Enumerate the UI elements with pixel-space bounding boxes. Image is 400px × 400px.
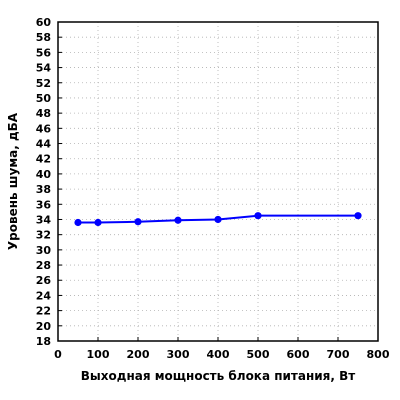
y-tick-label: 38 <box>36 183 51 196</box>
data-point <box>214 215 222 224</box>
x-axis-label: Выходная мощность блока питания, Вт <box>81 369 356 383</box>
y-tick-label: 58 <box>36 31 51 44</box>
x-axis: 0 100 200 300 400 500 600 700 800 <box>54 337 390 361</box>
y-tick-label: 40 <box>36 168 52 181</box>
y-tick-label: 32 <box>36 229 51 242</box>
series <box>74 212 362 227</box>
plot-frame <box>57 21 379 342</box>
data-point <box>94 218 102 227</box>
x-tick-label: 800 <box>367 348 390 361</box>
y-tick-label: 22 <box>36 305 51 318</box>
y-tick-label: 60 <box>36 16 52 29</box>
x-tick-label: 0 <box>54 348 62 361</box>
x-tick-label: 500 <box>247 348 270 361</box>
y-tick-label: 26 <box>36 274 52 287</box>
y-tick-label: 46 <box>36 122 52 135</box>
y-axis: 18 20 22 24 26 28 30 32 34 36 38 40 42 44 46 48 50 52 54 56… <box>36 16 62 348</box>
y-tick-label: 34 <box>36 213 52 226</box>
data-point <box>134 218 142 226</box>
y-tick-label: 52 <box>36 77 51 90</box>
data-point <box>354 212 362 220</box>
y-tick-label: 24 <box>36 289 52 302</box>
y-tick-label: 44 <box>36 138 52 151</box>
y-tick-label: 20 <box>36 320 52 333</box>
y-tick-label: 18 <box>36 335 51 348</box>
data-point <box>254 212 262 220</box>
y-tick-label: 42 <box>36 153 51 166</box>
data-point <box>74 218 82 227</box>
x-tick-label: 300 <box>167 348 190 361</box>
y-tick-label: 54 <box>36 62 52 75</box>
x-tick-label: 400 <box>207 348 230 361</box>
y-tick-label: 30 <box>36 244 52 257</box>
x-tick-label: 600 <box>287 348 310 361</box>
y-axis-label: Уровень шума, дБА <box>6 112 20 250</box>
y-tick-label: 56 <box>36 46 52 59</box>
y-tick-label: 36 <box>36 198 52 211</box>
y-tick-label: 28 <box>36 259 51 272</box>
data-point <box>174 216 182 224</box>
x-tick-label: 200 <box>127 348 150 361</box>
y-tick-label: 50 <box>36 92 52 105</box>
grid <box>58 22 378 341</box>
x-tick-label: 100 <box>87 348 110 361</box>
y-tick-label: 48 <box>36 107 51 120</box>
x-tick-label: 700 <box>327 348 350 361</box>
